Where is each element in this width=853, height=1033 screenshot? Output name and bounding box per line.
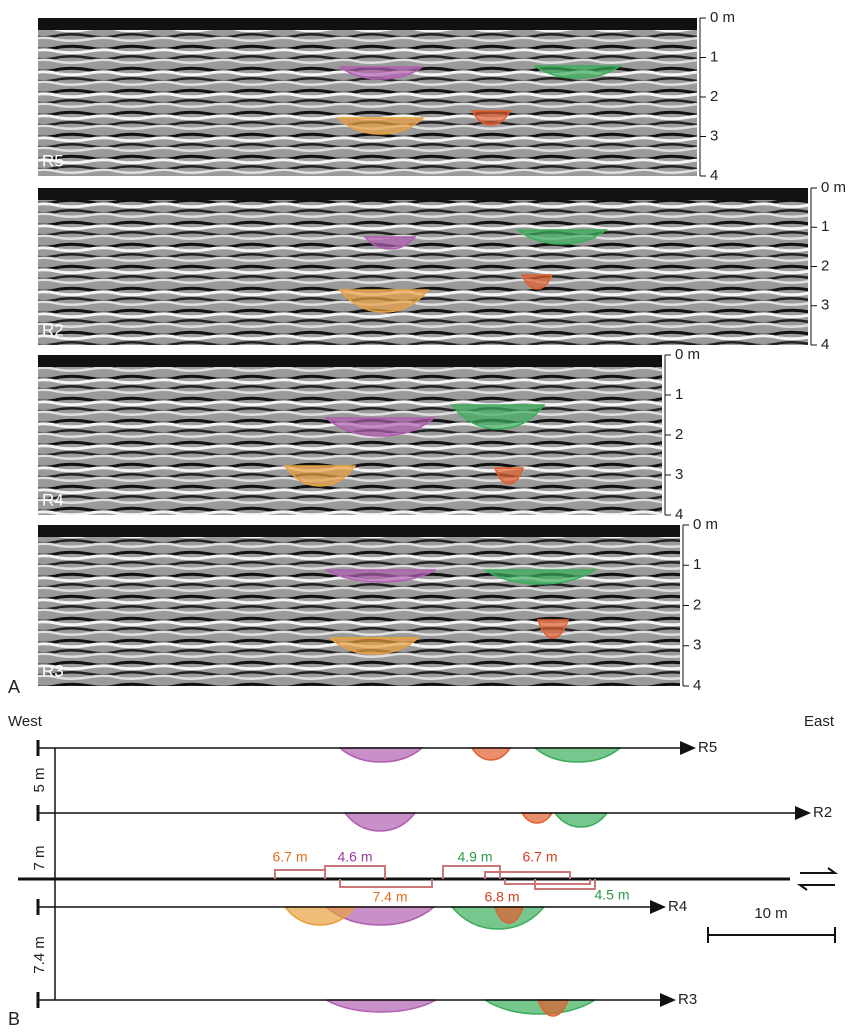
anomaly [470, 110, 512, 126]
depth-label: 0 m [821, 179, 846, 196]
profile-label: R4 [42, 490, 64, 509]
offset-brackets [274, 865, 596, 890]
radargram [38, 355, 662, 515]
anomaly [325, 569, 437, 583]
depth-label: 4 [710, 167, 718, 184]
profile-label: R2 [42, 320, 64, 339]
anomaly [482, 569, 598, 585]
depth-label: 1 [675, 386, 683, 403]
depth-label: 0 m [710, 9, 735, 26]
spacing-label: 7.4 m [31, 936, 48, 974]
anomaly [337, 747, 425, 763]
anomaly [283, 465, 357, 487]
spacing-label: 7 m [31, 845, 48, 870]
anomaly [323, 417, 437, 437]
anomaly [325, 999, 437, 1013]
depth-label: 3 [710, 127, 718, 144]
radargram [38, 188, 808, 345]
profile-arrow [660, 993, 676, 1007]
anomaly [553, 812, 609, 828]
panel-b: West East B 5 m 7 m 7.4 m 10 m R5 R2 R4 R3 6… [8, 713, 839, 1029]
depth-label: 3 [675, 466, 683, 483]
anomaly [450, 404, 546, 430]
spacing-label: 5 m [31, 767, 48, 792]
offset-label: 4.5 m [594, 887, 629, 903]
anomaly [536, 999, 570, 1017]
depth-label: 2 [693, 596, 701, 613]
offset-label: 6.8 m [484, 889, 519, 905]
depth-label: 0 m [675, 346, 700, 363]
panel-label: B [8, 1009, 20, 1028]
offset-label: 6.7 m [272, 849, 307, 865]
depth-label: 1 [710, 48, 718, 65]
anomaly [536, 619, 570, 639]
surface-band [38, 18, 697, 30]
anomaly [532, 747, 623, 763]
panel-label: A [8, 677, 20, 697]
anomaly [515, 229, 609, 245]
depth-label: 4 [821, 336, 829, 353]
anomaly [283, 906, 357, 926]
depth-label: 2 [710, 88, 718, 105]
offset-label: 4.6 m [337, 849, 372, 865]
depth-label: 1 [693, 556, 701, 573]
anomaly [336, 117, 425, 135]
surface-band [38, 525, 680, 537]
anomaly [328, 637, 420, 655]
panel-a: R5 0 m 1 2 3 4 R2 0 m 1 2 3 4 R4 0 m 1 2 3 4 R3 0 m 1 2 3 4 [38, 9, 846, 694]
anomaly [363, 236, 417, 250]
anomaly [520, 274, 554, 290]
depth-label: 1 [821, 218, 829, 235]
anomaly [470, 747, 512, 761]
depth-label: 4 [693, 677, 701, 694]
depth-label: 2 [821, 257, 829, 274]
depth-label: 3 [821, 297, 829, 314]
offset-label: 4.9 m [457, 849, 492, 865]
offset-label: 7.4 m [372, 889, 407, 905]
anomaly [338, 289, 430, 313]
anomaly [493, 906, 525, 924]
profile-label: R3 [678, 991, 697, 1008]
anomaly [493, 467, 525, 485]
profile-label: R5 [698, 739, 717, 756]
profile-label: R4 [668, 898, 687, 915]
anomaly [532, 65, 623, 79]
depth-label: 2 [675, 426, 683, 443]
depth-label: 0 m [693, 516, 718, 533]
anomaly [482, 999, 598, 1015]
east-label: East [804, 713, 835, 730]
radargram [38, 18, 697, 176]
depth-label: 4 [675, 506, 683, 523]
surface-band [38, 188, 808, 200]
depth-label: 3 [693, 637, 701, 654]
anomaly [520, 812, 554, 824]
west-label: West [8, 713, 43, 730]
profile-label: R3 [42, 661, 64, 680]
anomaly [337, 66, 425, 80]
radargram [38, 525, 680, 686]
profile-label: R2 [813, 804, 832, 821]
offset-label: 6.7 m [522, 849, 557, 865]
profile-arrow [650, 900, 666, 914]
scale-label: 10 m [754, 905, 787, 922]
fault-symbol [796, 867, 839, 891]
profile-arrow [680, 741, 696, 755]
surface-band [38, 355, 662, 367]
anomaly [343, 812, 417, 832]
profile-arrow [795, 806, 811, 820]
profile-label: R5 [42, 151, 64, 170]
